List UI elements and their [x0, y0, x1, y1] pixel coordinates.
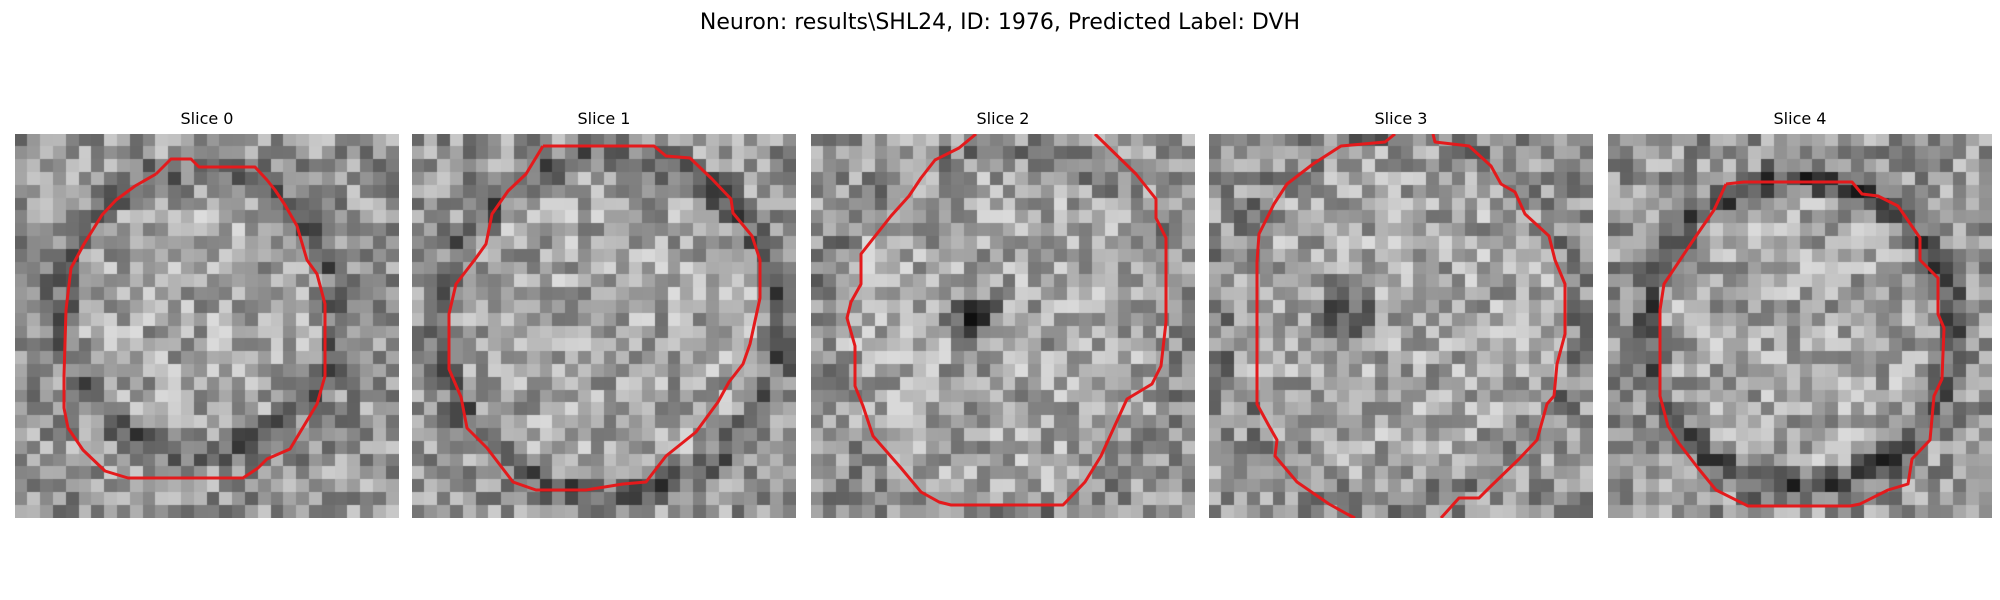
slice-panel-0: Slice 0 — [15, 108, 399, 520]
slice-4-title: Slice 4 — [1773, 109, 1827, 128]
slice-1-contour — [447, 144, 762, 492]
slice-2-title: Slice 2 — [976, 109, 1030, 128]
slice-3-contour-line — [1255, 134, 1396, 518]
slice-4-image — [1608, 134, 1992, 518]
slice-3-contour-line-2 — [1431, 134, 1567, 518]
slice-0-title: Slice 0 — [180, 109, 234, 128]
slice-1-title: Slice 1 — [577, 109, 631, 128]
slice-2-contour — [845, 134, 1168, 507]
slice-0-image — [15, 134, 399, 518]
slice-4-contour — [1658, 180, 1946, 508]
slice-3-image — [1209, 134, 1593, 518]
slice-panel-1: Slice 1 — [412, 108, 796, 520]
slice-panel-4: Slice 4 — [1608, 108, 1992, 520]
slice-0-contour-line — [62, 157, 327, 480]
slice-panel-2: Slice 2 — [811, 108, 1195, 520]
slice-3-contour — [1255, 134, 1567, 518]
slice-panel-3: Slice 3 — [1209, 108, 1593, 520]
slice-3-title: Slice 3 — [1374, 109, 1428, 128]
slice-2-contour-line — [845, 134, 1168, 507]
slice-0-contour — [62, 157, 327, 480]
slice-2-image — [811, 134, 1195, 518]
figure-title: Neuron: results\SHL24, ID: 1976, Predict… — [699, 10, 1301, 35]
slice-4-contour-line — [1658, 180, 1946, 508]
slice-1-contour-line — [447, 144, 762, 492]
